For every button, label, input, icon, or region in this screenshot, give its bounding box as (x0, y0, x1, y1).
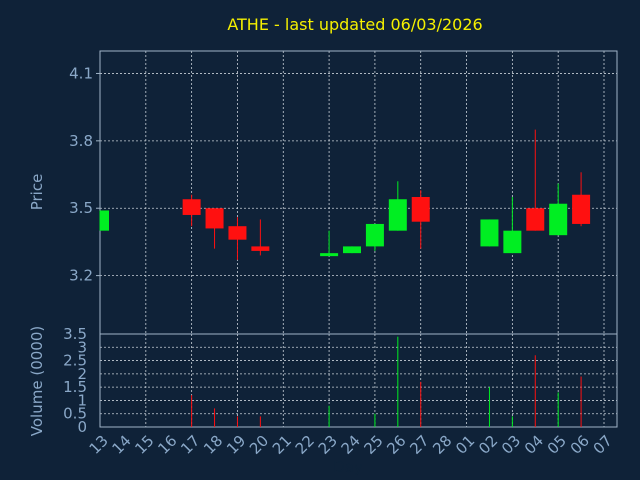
candle-body (251, 246, 270, 251)
volume-tick-label: 2.5 (63, 352, 87, 370)
candle-body (388, 199, 407, 231)
candle-body (480, 219, 499, 247)
price-tick-label: 4.1 (69, 64, 93, 82)
volume-frame (99, 333, 618, 428)
volume-tick-label: 0.5 (63, 405, 87, 423)
price-frame (99, 50, 618, 335)
candle-body (182, 199, 201, 215)
volume-tick-label: 3 (77, 338, 87, 356)
volume-panel: 00.511.522.533.5131415161718192021222324… (63, 325, 618, 458)
candle-body (205, 208, 224, 229)
volume-tick-label: 3.5 (63, 325, 87, 343)
x-axis-label: Day (333, 458, 363, 476)
candle-body (365, 223, 384, 247)
price-tick-label: 3.2 (69, 267, 93, 285)
price-tick-label: 3.5 (69, 199, 93, 217)
candle-body (572, 194, 591, 224)
volume-tick-label: 1.5 (63, 378, 87, 396)
x-tick-label: 07 (590, 432, 616, 458)
chart-title: ATHE - last updated 06/03/2026 (227, 15, 482, 34)
volume-axis-label: Volume (0000) (28, 326, 46, 436)
candle-body (549, 203, 568, 236)
price-tick-label: 3.8 (69, 132, 93, 150)
candle-body (411, 196, 430, 222)
volume-tick-label: 2 (77, 365, 87, 383)
candle-body (100, 210, 109, 231)
candle-body (320, 253, 339, 257)
volume-tick-label: 0 (77, 418, 87, 436)
candle-body (503, 230, 522, 254)
candle-body (343, 246, 361, 254)
candle-body (526, 208, 545, 231)
candle-body (228, 226, 247, 240)
price-panel: 3.2 3.5 3.8 4.1 (69, 50, 618, 335)
volume-tick-label: 1 (77, 391, 87, 409)
price-axis-label: Price (28, 174, 46, 211)
